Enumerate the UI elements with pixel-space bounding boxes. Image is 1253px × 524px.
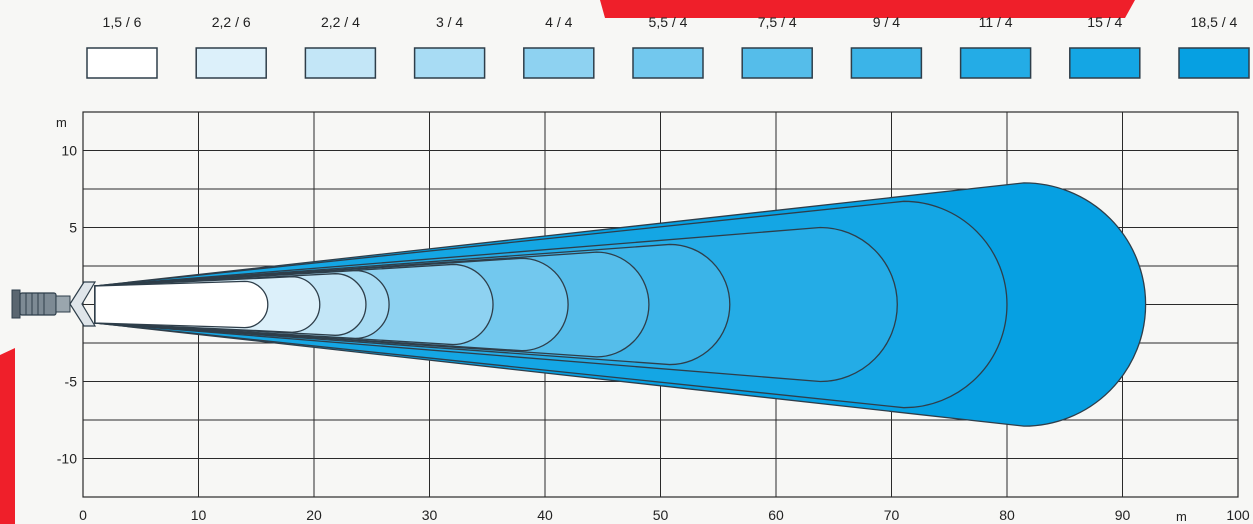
legend-label: 5,5 / 4 (649, 14, 688, 30)
x-tick-label: 100 (1226, 507, 1250, 523)
x-tick-label: 90 (1115, 507, 1131, 523)
legend-label: 18,5 / 4 (1191, 14, 1238, 30)
accent-bar-top (600, 0, 1135, 18)
legend-label: 4 / 4 (545, 14, 572, 30)
x-tick-label: 50 (653, 507, 669, 523)
legend-swatch (1178, 47, 1250, 79)
y-tick-label: 10 (61, 143, 77, 159)
legend-swatch (413, 47, 486, 79)
x-tick-label: 70 (884, 507, 900, 523)
x-tick-label: 80 (999, 507, 1015, 523)
floodlight-icon (11, 281, 97, 327)
x-tick-label: 0 (79, 507, 87, 523)
x-axis-unit: m (1176, 509, 1187, 524)
legend-label: 9 / 4 (873, 14, 900, 30)
x-tick-label: 30 (422, 507, 438, 523)
y-tick-label: -5 (65, 374, 78, 390)
legend-label: 1,5 / 6 (103, 14, 142, 30)
coverage-zone (94, 280, 269, 329)
legend-label: 15 / 4 (1087, 14, 1122, 30)
y-tick-label: -10 (57, 451, 77, 467)
legend-label: 3 / 4 (436, 14, 463, 30)
legend-swatch (195, 47, 267, 79)
legend-swatch (86, 47, 158, 79)
coverage-zones (94, 182, 1147, 427)
x-tick-label: 20 (306, 507, 322, 523)
axis-ticks: 0 10 20 30 40 50 60 70 80 90 100 10 5 -5 -10 (57, 143, 1250, 524)
legend-label: 11 / 4 (979, 14, 1013, 30)
legend-swatch (523, 47, 595, 79)
x-tick-label: 10 (191, 507, 207, 523)
legend-label: 2,2 / 4 (321, 14, 360, 30)
legend-label: 7,5 / 4 (758, 14, 797, 30)
legend-swatch (632, 47, 704, 79)
y-axis-unit: m (56, 115, 67, 130)
legend-swatch (741, 47, 813, 79)
legend-swatch (1069, 47, 1141, 79)
x-tick-label: 60 (768, 507, 784, 523)
legend-swatch (304, 47, 377, 79)
x-tick-label: 40 (537, 507, 553, 523)
accent-bar-left (0, 348, 15, 524)
legend-swatch (850, 47, 923, 79)
legend-swatch (959, 47, 1032, 79)
y-tick-label: 5 (69, 220, 77, 236)
legend-label: 2,2 / 6 (212, 14, 251, 30)
legend: 1,5 / 6 2,2 / 6 2,2 / 4 3 / 4 4 / 4 5,5 / 4 7,… (86, 14, 1250, 79)
